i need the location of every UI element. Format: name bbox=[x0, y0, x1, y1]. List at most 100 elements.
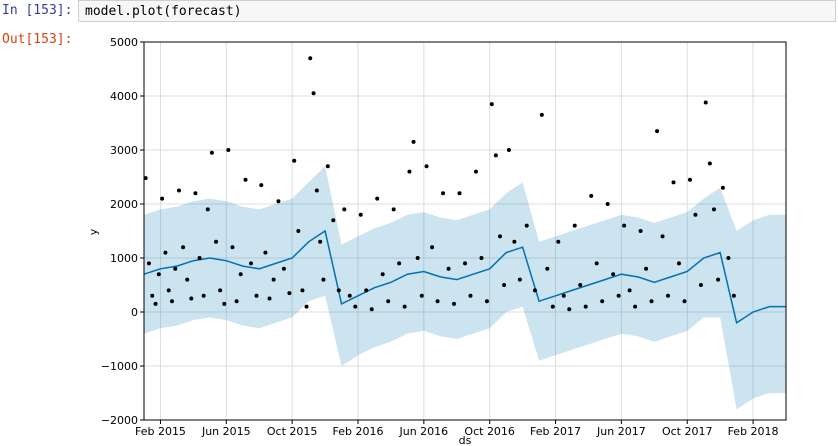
observation bbox=[415, 256, 420, 260]
y-tick-label: 3000 bbox=[110, 144, 138, 157]
observation bbox=[380, 272, 385, 277]
observation bbox=[726, 256, 731, 260]
observation bbox=[484, 299, 489, 304]
observation bbox=[424, 164, 429, 169]
observation bbox=[698, 283, 703, 287]
observation bbox=[166, 288, 171, 293]
observation bbox=[524, 223, 529, 228]
observation bbox=[567, 307, 572, 312]
x-tick-label: Feb 2017 bbox=[530, 425, 581, 438]
observation bbox=[318, 239, 323, 244]
observation bbox=[473, 169, 478, 174]
y-tick-label: 0 bbox=[131, 306, 138, 319]
observation bbox=[600, 299, 605, 304]
observation bbox=[532, 288, 537, 293]
observation bbox=[222, 301, 227, 306]
observation bbox=[276, 199, 281, 204]
y-axis-label: y bbox=[87, 228, 100, 235]
observation bbox=[589, 193, 594, 198]
x-axis-label: ds bbox=[459, 434, 472, 446]
observation bbox=[452, 301, 457, 306]
y-tick-label: 4000 bbox=[110, 90, 138, 103]
x-tick-label: Jun 2015 bbox=[201, 425, 251, 438]
observation bbox=[281, 266, 286, 271]
observation bbox=[267, 296, 272, 301]
code-cell[interactable]: model.plot(forecast) bbox=[78, 0, 836, 22]
uncertainty-band bbox=[144, 166, 786, 410]
x-tick-label: Feb 2015 bbox=[135, 425, 186, 438]
observation bbox=[660, 234, 665, 239]
observation bbox=[163, 250, 168, 255]
observation bbox=[156, 272, 161, 277]
plot-frame bbox=[143, 41, 787, 421]
observation bbox=[446, 266, 451, 271]
observation bbox=[622, 223, 627, 228]
observation bbox=[185, 277, 190, 282]
observation bbox=[627, 288, 632, 293]
x-tick-label: Oct 2015 bbox=[267, 425, 318, 438]
observation bbox=[616, 293, 621, 298]
observation bbox=[561, 293, 566, 298]
observation bbox=[693, 212, 698, 217]
observation bbox=[304, 304, 309, 309]
observation bbox=[411, 139, 416, 144]
y-tick-label: 5000 bbox=[110, 36, 138, 49]
observation bbox=[605, 202, 610, 206]
observation bbox=[468, 293, 473, 298]
observation bbox=[479, 256, 484, 260]
observation bbox=[214, 239, 219, 244]
observation bbox=[556, 239, 561, 244]
observation bbox=[517, 277, 522, 282]
observation bbox=[209, 150, 214, 155]
observation bbox=[342, 207, 347, 212]
observation bbox=[512, 239, 517, 244]
observation bbox=[435, 299, 440, 304]
observation bbox=[671, 180, 676, 185]
observation bbox=[397, 261, 402, 266]
observation bbox=[493, 153, 498, 158]
observation bbox=[169, 299, 174, 304]
observation bbox=[314, 188, 319, 193]
observation bbox=[687, 177, 692, 182]
observation bbox=[160, 196, 165, 201]
observation bbox=[655, 129, 660, 134]
observation bbox=[238, 272, 243, 277]
y-tick-label: 2000 bbox=[110, 198, 138, 211]
observation bbox=[402, 304, 407, 309]
observation bbox=[243, 177, 248, 182]
observation bbox=[153, 301, 158, 306]
observation bbox=[296, 229, 301, 233]
observation bbox=[633, 304, 638, 309]
observation bbox=[682, 299, 687, 304]
observation bbox=[271, 277, 276, 282]
observation bbox=[254, 293, 259, 298]
observation bbox=[189, 296, 194, 301]
observation bbox=[463, 261, 467, 266]
observation bbox=[649, 299, 654, 304]
observation bbox=[150, 293, 155, 298]
observation bbox=[703, 100, 708, 105]
output-prompt: Out[153]: bbox=[2, 32, 73, 47]
observation bbox=[336, 288, 341, 293]
observation bbox=[545, 266, 550, 271]
observation bbox=[369, 307, 374, 312]
observation bbox=[263, 250, 268, 255]
observation bbox=[506, 148, 511, 152]
y-tick-label: −2000 bbox=[101, 414, 138, 427]
observation bbox=[644, 266, 649, 271]
observation bbox=[347, 293, 352, 298]
observation bbox=[407, 169, 412, 174]
observation bbox=[677, 261, 681, 266]
observation bbox=[249, 261, 253, 266]
observation bbox=[205, 207, 210, 212]
observation bbox=[430, 245, 435, 250]
observation bbox=[578, 283, 583, 287]
observation bbox=[391, 207, 396, 212]
observation bbox=[572, 223, 577, 228]
observation bbox=[441, 191, 446, 196]
observation bbox=[539, 112, 544, 117]
observation bbox=[731, 293, 736, 298]
x-tick-label: Oct 2017 bbox=[662, 425, 713, 438]
observation bbox=[497, 234, 502, 239]
